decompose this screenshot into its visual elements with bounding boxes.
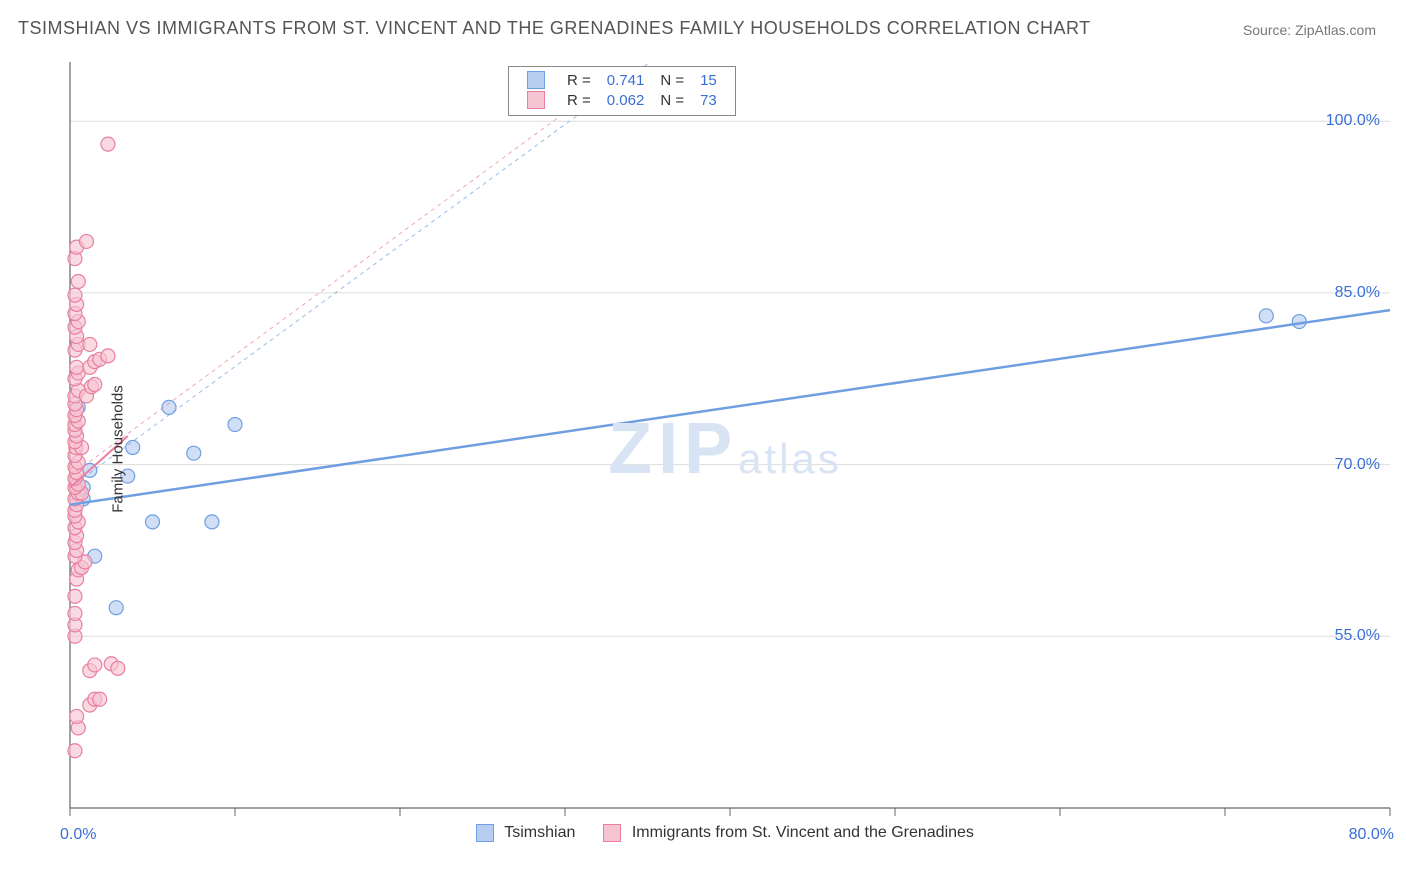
legend-item: Immigrants from St. Vincent and the Gren… bbox=[603, 824, 974, 842]
chart-title: TSIMSHIAN VS IMMIGRANTS FROM ST. VINCENT… bbox=[18, 18, 1091, 39]
n-label: N = bbox=[652, 70, 692, 90]
y-tick-label: 100.0% bbox=[1326, 112, 1380, 130]
x-tick-label-max: 80.0% bbox=[1349, 826, 1394, 844]
y-tick-label: 55.0% bbox=[1335, 627, 1380, 645]
legend-swatch bbox=[527, 71, 545, 89]
series-legend: Tsimshian Immigrants from St. Vincent an… bbox=[50, 824, 1400, 842]
plot-area: Family Households ZIPatlas R =0.741N =15… bbox=[50, 56, 1400, 842]
legend-swatch bbox=[527, 91, 545, 109]
scatter-plot-svg bbox=[50, 56, 1400, 842]
n-value: 73 bbox=[692, 90, 725, 110]
n-label: N = bbox=[652, 90, 692, 110]
r-label: R = bbox=[559, 70, 599, 90]
legend-label: Tsimshian bbox=[504, 824, 575, 841]
n-value: 15 bbox=[692, 70, 725, 90]
y-tick-label: 85.0% bbox=[1335, 284, 1380, 302]
r-value: 0.741 bbox=[599, 70, 653, 90]
chart-root: TSIMSHIAN VS IMMIGRANTS FROM ST. VINCENT… bbox=[0, 0, 1406, 892]
legend-label: Immigrants from St. Vincent and the Gren… bbox=[632, 824, 974, 841]
x-tick-label-min: 0.0% bbox=[60, 826, 96, 844]
r-value: 0.062 bbox=[599, 90, 653, 110]
legend-swatch bbox=[603, 824, 621, 842]
legend-swatch bbox=[476, 824, 494, 842]
y-tick-label: 70.0% bbox=[1335, 456, 1380, 474]
y-axis-label: Family Households bbox=[109, 385, 126, 513]
r-label: R = bbox=[559, 90, 599, 110]
source-label: Source: ZipAtlas.com bbox=[1243, 22, 1376, 38]
legend-item: Tsimshian bbox=[476, 824, 575, 842]
correlation-legend: R =0.741N =15 R =0.062N =73 bbox=[508, 66, 736, 116]
